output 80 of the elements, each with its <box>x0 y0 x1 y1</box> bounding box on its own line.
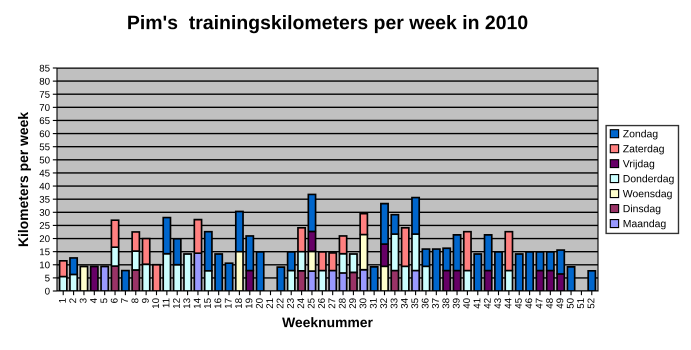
x-axis-title: Weeknummer <box>282 317 373 328</box>
legend-label: Maandag <box>624 220 666 230</box>
y-tick-label: 50 <box>40 156 50 164</box>
x-tick-label: 10 <box>152 298 160 308</box>
x-tick-label: 27 <box>328 298 336 308</box>
y-tick-label: 15 <box>40 248 50 256</box>
x-tick-label: 30 <box>360 298 366 308</box>
legend-label: Zaterdag <box>623 144 664 154</box>
legend-label: Zondag <box>623 130 658 140</box>
x-tick-label: 41 <box>474 298 480 309</box>
x-tick-label: 40 <box>463 298 470 309</box>
legend-label: Woensdag <box>622 190 672 200</box>
x-tick-label: 17 <box>224 298 232 308</box>
y-axis-title: Kilometers per week <box>18 112 31 246</box>
y-tick-label: 45 <box>39 170 50 177</box>
x-tick-label: 2 <box>69 298 76 303</box>
x-tick-label: 48 <box>546 298 553 309</box>
x-tick-label: 9 <box>142 298 149 303</box>
x-tick-label: 36 <box>422 298 429 308</box>
x-tick-label: 19 <box>245 298 252 308</box>
y-tick-label: 35 <box>40 196 50 203</box>
legend-label: Dinsdag <box>624 204 660 214</box>
legend-label: Donderdag <box>624 174 674 184</box>
x-tick-label: 46 <box>525 298 532 309</box>
x-tick-label: 28 <box>338 298 346 308</box>
y-tick-label: 55 <box>40 144 50 150</box>
x-tick-label: 1 <box>59 298 66 303</box>
x-tick-label: 16 <box>214 298 222 308</box>
x-tick-label: 35 <box>411 298 418 308</box>
x-tick-label: 51 <box>577 298 584 308</box>
x-tick-label: 13 <box>183 298 190 308</box>
y-tick-label: 0 <box>45 288 50 295</box>
x-tick-label: 20 <box>256 298 263 308</box>
x-tick-label: 45 <box>515 298 522 309</box>
x-tick-label: 25 <box>308 298 315 308</box>
x-tick-label: 5 <box>100 298 108 303</box>
x-tick-label: 21 <box>266 298 274 308</box>
x-tick-label: 39 <box>452 298 460 308</box>
y-tick-label: 80 <box>40 78 50 85</box>
y-tick-label: 40 <box>39 182 50 190</box>
x-tick-label: 6 <box>110 298 118 303</box>
x-tick-label: 8 <box>131 298 138 303</box>
x-tick-label: 22 <box>276 298 284 308</box>
x-tick-label: 3 <box>80 298 87 303</box>
x-tick-label: 18 <box>235 298 242 308</box>
legend-label: Vrijdag <box>622 160 654 170</box>
y-tick-label: 10 <box>40 262 50 268</box>
x-tick-label: 33 <box>390 298 398 308</box>
y-tick-label: 75 <box>40 91 50 98</box>
x-tick-label: 7 <box>121 298 128 303</box>
x-tick-label: 34 <box>400 298 408 308</box>
x-tick-label: 50 <box>566 298 574 308</box>
x-tick-label: 42 <box>484 298 491 309</box>
x-tick-label: 43 <box>494 298 502 309</box>
x-tick-label: 32 <box>380 298 388 308</box>
y-tick-label: 85 <box>40 64 50 72</box>
x-tick-label: 31 <box>370 298 377 308</box>
x-tick-label: 38 <box>442 298 450 308</box>
x-tick-label: 4 <box>90 298 97 304</box>
x-tick-label: 12 <box>172 298 180 308</box>
chart-title: Pim's trainingskilometers per week in 2010 <box>128 15 528 34</box>
y-tick-label: 60 <box>40 130 50 138</box>
y-tick-label: 30 <box>40 209 50 216</box>
y-tick-label: 70 <box>40 104 50 111</box>
x-tick-label: 26 <box>318 298 325 308</box>
y-tick-label: 25 <box>40 222 50 230</box>
x-tick-label: 37 <box>432 298 439 308</box>
x-tick-label: 49 <box>556 298 564 309</box>
x-tick-label: 15 <box>204 298 211 308</box>
y-tick-label: 20 <box>40 235 50 242</box>
x-tick-label: 52 <box>588 298 594 308</box>
x-tick-label: 24 <box>297 298 304 308</box>
x-tick-label: 44 <box>504 298 512 309</box>
x-tick-label: 11 <box>162 298 170 308</box>
x-tick-label: 14 <box>194 298 200 308</box>
x-tick-label: 47 <box>536 298 542 309</box>
x-tick-label: 29 <box>349 298 356 308</box>
y-tick-label: 65 <box>40 117 50 124</box>
x-tick-label: 23 <box>286 298 294 308</box>
y-tick-label: 5 <box>45 274 50 282</box>
